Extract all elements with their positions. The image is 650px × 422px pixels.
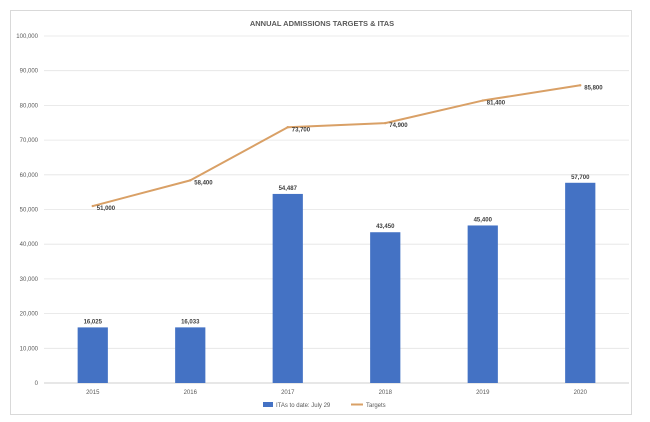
target-point xyxy=(481,99,484,102)
legend: ITAs to date: July 29 Targets xyxy=(263,402,386,409)
line-data-label: 85,800 xyxy=(584,85,603,91)
line-data-label: 73,700 xyxy=(292,127,311,133)
bar-2018 xyxy=(370,232,401,383)
bar-2015 xyxy=(77,327,108,383)
legend-swatch-bar xyxy=(263,402,273,407)
line-data-label: 74,900 xyxy=(389,123,408,129)
x-tick-label: 2020 xyxy=(574,390,588,396)
x-axis-ticks: 2015 2016 2017 2018 2019 2020 xyxy=(86,390,588,396)
y-tick-label: 100,000 xyxy=(16,34,38,40)
legend-label-line: Targets xyxy=(366,403,386,409)
y-axis-ticks: 0 10,000 20,000 30,000 40,000 50,000 60,000 70,… xyxy=(16,34,38,387)
x-tick-label: 2019 xyxy=(476,390,490,396)
targets-line xyxy=(92,84,581,207)
y-tick-label: 50,000 xyxy=(20,208,39,214)
bar-data-label: 16,033 xyxy=(181,319,200,325)
x-tick-label: 2017 xyxy=(281,390,295,396)
legend-label-bar: ITAs to date: July 29 xyxy=(276,403,331,409)
chart-title: ANNUAL ADMISSIONS TARGETS & ITAS xyxy=(250,19,394,28)
target-point xyxy=(91,204,94,208)
target-point xyxy=(579,84,582,87)
bar-2017 xyxy=(272,193,303,383)
y-tick-label: 80,000 xyxy=(20,103,39,109)
bar-data-label: 16,025 xyxy=(84,319,103,325)
bar-2016 xyxy=(175,327,206,383)
y-tick-label: 70,000 xyxy=(20,138,39,144)
x-tick-label: 2018 xyxy=(379,390,393,396)
admissions-chart: ANNUAL ADMISSIONS TARGETS & ITAS 0 10,000… xyxy=(16,19,629,409)
bar-data-label: 57,700 xyxy=(571,175,590,181)
y-tick-label: 0 xyxy=(35,381,39,387)
bar-data-label: 43,450 xyxy=(376,224,395,230)
line-data-label: 81,400 xyxy=(487,101,506,107)
target-point xyxy=(189,179,192,182)
y-tick-label: 10,000 xyxy=(20,346,39,352)
y-tick-label: 40,000 xyxy=(20,242,39,248)
y-tick-label: 60,000 xyxy=(20,173,39,179)
line-series: 51,000 58,400 73,700 74,900 81,400 85,800 xyxy=(91,84,603,212)
gridlines xyxy=(44,35,629,384)
x-tick-label: 2015 xyxy=(86,390,100,396)
line-data-label: 58,400 xyxy=(194,180,213,186)
y-tick-label: 90,000 xyxy=(20,69,39,75)
y-tick-label: 30,000 xyxy=(20,277,39,283)
line-data-label: 51,000 xyxy=(97,206,116,212)
chart-frame: ANNUAL ADMISSIONS TARGETS & ITAS 0 10,000… xyxy=(10,10,632,415)
bar-2020 xyxy=(565,182,596,383)
target-point xyxy=(286,126,289,129)
x-tick-label: 2016 xyxy=(184,390,198,396)
bar-series: 16,025 16,033 54,487 43,450 45,400 57,700 xyxy=(77,175,596,383)
bar-2019 xyxy=(467,225,498,383)
target-point xyxy=(384,121,387,125)
y-tick-label: 20,000 xyxy=(20,312,39,318)
bar-data-label: 45,400 xyxy=(474,217,493,223)
bar-data-label: 54,487 xyxy=(279,186,298,192)
